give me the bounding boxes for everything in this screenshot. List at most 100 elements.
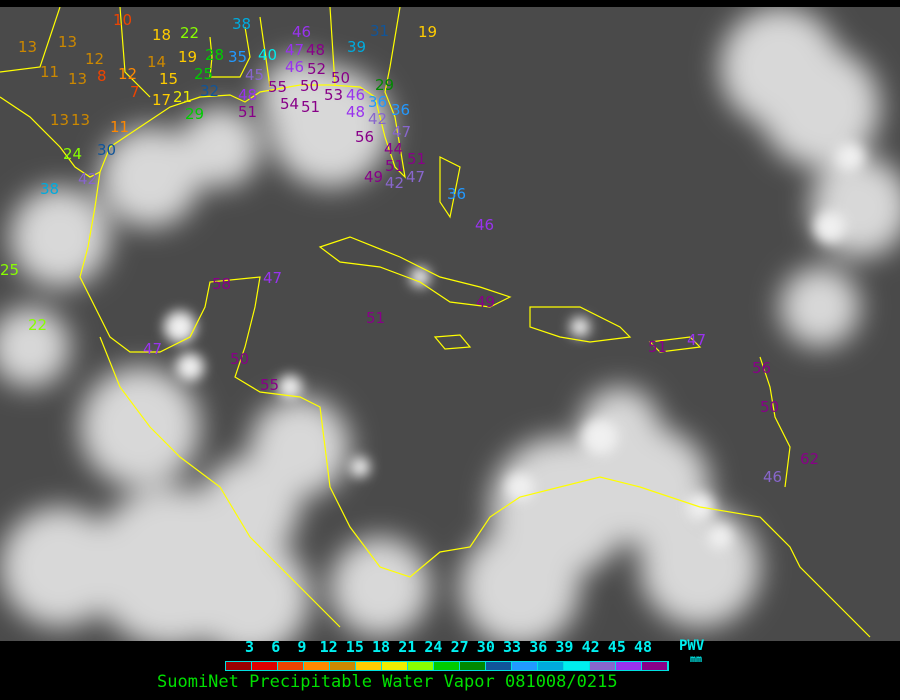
legend-swatch bbox=[590, 662, 616, 670]
legend-tick-label: 12 bbox=[319, 638, 338, 656]
cloud bbox=[80, 367, 200, 487]
cloud bbox=[190, 537, 310, 641]
coastline bbox=[99, 336, 341, 628]
legend-swatch bbox=[434, 662, 460, 670]
station-pwv-value: 49 bbox=[476, 293, 496, 311]
station-pwv-value: 42 bbox=[385, 174, 405, 192]
station-pwv-value: 46 bbox=[285, 58, 305, 76]
station-pwv-value: 47 bbox=[285, 41, 305, 59]
coastline bbox=[529, 306, 632, 343]
legend-swatch bbox=[564, 662, 590, 670]
station-pwv-value: 47 bbox=[392, 123, 412, 141]
station-pwv-value: 10 bbox=[113, 11, 133, 29]
coastline bbox=[648, 336, 702, 353]
legend-color-bar bbox=[225, 661, 669, 671]
cloud bbox=[640, 507, 760, 627]
station-pwv-value: 17 bbox=[152, 91, 172, 109]
cloud bbox=[410, 267, 430, 287]
station-pwv-value: 48 bbox=[238, 86, 258, 104]
station-pwv-value: 44 bbox=[384, 140, 404, 158]
station-pwv-value: 50 bbox=[230, 350, 250, 368]
coastline bbox=[0, 7, 61, 73]
station-pwv-value: 29 bbox=[185, 105, 205, 123]
station-pwv-value: 39 bbox=[347, 38, 367, 56]
station-pwv-value: 36 bbox=[447, 185, 467, 203]
station-pwv-value: 11 bbox=[40, 63, 60, 81]
station-pwv-value: 13 bbox=[68, 70, 88, 88]
station-pwv-value: 25 bbox=[194, 65, 214, 83]
coastline bbox=[433, 334, 472, 350]
station-pwv-value: 55 bbox=[260, 376, 280, 394]
legend-tick-label: 6 bbox=[271, 638, 281, 656]
station-pwv-value: 46 bbox=[292, 23, 312, 41]
station-pwv-value: 47 bbox=[687, 331, 707, 349]
station-pwv-value: 45 bbox=[245, 66, 265, 84]
cloud bbox=[0, 307, 70, 387]
station-pwv-value: 46 bbox=[346, 86, 366, 104]
cloud bbox=[260, 57, 340, 137]
station-pwv-value: 22 bbox=[28, 316, 48, 334]
legend-swatch bbox=[330, 662, 356, 670]
legend-tick-label: 42 bbox=[581, 638, 600, 656]
legend-tick-label: 48 bbox=[634, 638, 653, 656]
station-pwv-value: 18 bbox=[152, 26, 172, 44]
coastline bbox=[209, 26, 251, 78]
map-title: SuomiNet Precipitable Water Vapor 081008… bbox=[157, 672, 618, 692]
station-pwv-value: 12 bbox=[118, 65, 138, 83]
legend-swatch bbox=[642, 662, 668, 670]
station-pwv-value: 13 bbox=[18, 38, 38, 56]
legend-swatch bbox=[408, 662, 434, 670]
station-pwv-value: 36 bbox=[391, 101, 411, 119]
cloud bbox=[570, 317, 590, 337]
station-pwv-value: 50 bbox=[300, 77, 320, 95]
cloud bbox=[780, 267, 860, 347]
station-pwv-value: 47 bbox=[143, 340, 163, 358]
legend-tick-label: 21 bbox=[398, 638, 417, 656]
cloud bbox=[0, 507, 120, 627]
cloud bbox=[708, 525, 732, 549]
station-pwv-value: 56 bbox=[752, 359, 772, 377]
legend-swatch bbox=[356, 662, 382, 670]
satellite-image: 13 13 11 13 12 8 12 7 14 15 19 25 28 35 32 21 17 29 22 18 10… bbox=[0, 7, 900, 641]
coastline bbox=[79, 171, 871, 638]
legend-unit: mm bbox=[690, 654, 703, 665]
legend-tick-label: 39 bbox=[555, 638, 574, 656]
cloud bbox=[506, 473, 534, 501]
station-pwv-value: 48 bbox=[306, 41, 326, 59]
cloud bbox=[278, 375, 302, 399]
legend-swatch bbox=[486, 662, 512, 670]
station-pwv-value: 47 bbox=[263, 269, 283, 287]
station-pwv-value: 29 bbox=[375, 76, 395, 94]
legend-unit-label: PWV bbox=[679, 638, 705, 654]
station-pwv-value: 58 bbox=[212, 275, 232, 293]
cloud bbox=[582, 419, 618, 455]
station-pwv-value: 12 bbox=[85, 50, 105, 68]
station-pwv-value: 49 bbox=[364, 168, 384, 186]
station-pwv-value: 21 bbox=[173, 88, 193, 106]
cloud bbox=[814, 211, 846, 243]
station-pwv-value: 25 bbox=[0, 261, 20, 279]
station-pwv-value: 40 bbox=[258, 46, 278, 64]
station-pwv-value: 53 bbox=[324, 86, 344, 104]
station-pwv-value: 24 bbox=[63, 145, 83, 163]
cloud bbox=[250, 397, 350, 497]
cloud bbox=[460, 527, 580, 641]
station-pwv-value: 51 bbox=[385, 157, 405, 175]
station-pwv-value: 22 bbox=[180, 24, 200, 42]
station-pwv-value: 56 bbox=[355, 128, 375, 146]
station-pwv-value: 42 bbox=[78, 170, 98, 188]
station-pwv-value: 48 bbox=[346, 103, 366, 121]
station-pwv-value: 38 bbox=[40, 180, 60, 198]
legend-swatch bbox=[460, 662, 486, 670]
cloud bbox=[180, 107, 260, 187]
coastline bbox=[759, 356, 791, 488]
station-pwv-value: 15 bbox=[159, 70, 179, 88]
cloud bbox=[330, 537, 430, 637]
cloud bbox=[164, 311, 196, 343]
legend-tick-label: 33 bbox=[503, 638, 522, 656]
legend-swatch bbox=[252, 662, 278, 670]
station-pwv-value: 62 bbox=[800, 450, 820, 468]
legend-swatch bbox=[538, 662, 564, 670]
legend-swatch bbox=[304, 662, 330, 670]
station-pwv-value: 46 bbox=[475, 216, 495, 234]
